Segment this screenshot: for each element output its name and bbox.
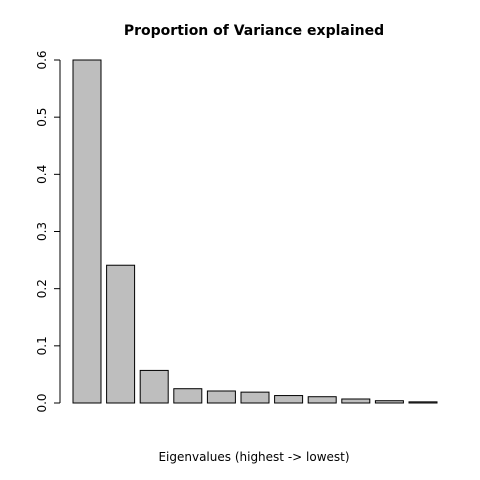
chart-title: Proportion of Variance explained <box>124 23 384 39</box>
x-axis-label: Eigenvalues (highest -> lowest) <box>158 450 349 464</box>
bar <box>240 391 270 404</box>
bar <box>139 369 169 404</box>
bar <box>206 390 236 404</box>
y-tick-label: 0.1 <box>35 336 49 355</box>
y-axis: 0.0 0.1 0.2 0.3 0.4 0.5 0.6 <box>35 50 61 413</box>
bar <box>341 398 371 404</box>
y-tick-label: 0.3 <box>35 222 49 241</box>
y-tick-label: 0.6 <box>35 50 49 69</box>
bar <box>106 264 136 404</box>
bar <box>173 388 203 404</box>
bar <box>408 401 438 404</box>
bar <box>307 396 337 404</box>
y-tick-label: 0.4 <box>35 165 49 184</box>
y-tick-label: 0.5 <box>35 108 49 127</box>
bars <box>72 59 438 404</box>
bar <box>274 395 304 404</box>
y-tick-label: 0.2 <box>35 279 49 298</box>
y-tick-label: 0.0 <box>35 393 49 412</box>
bar <box>374 400 404 404</box>
bar <box>72 59 102 404</box>
